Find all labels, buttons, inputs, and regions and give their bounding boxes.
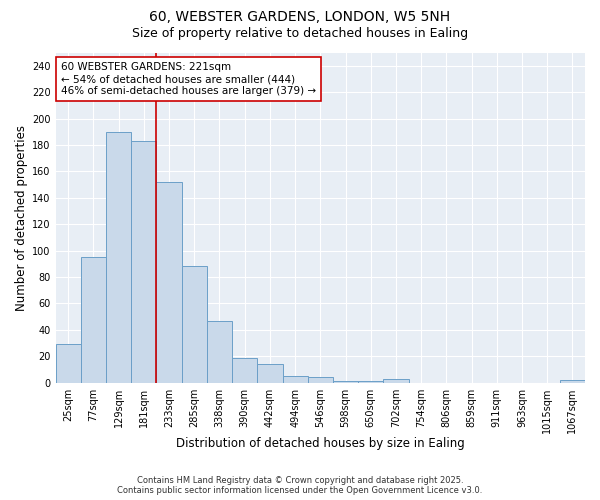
Bar bbox=[182, 266, 207, 382]
Y-axis label: Number of detached properties: Number of detached properties bbox=[15, 124, 28, 310]
Bar bbox=[207, 320, 232, 382]
Text: Size of property relative to detached houses in Ealing: Size of property relative to detached ho… bbox=[132, 28, 468, 40]
Bar bbox=[560, 380, 585, 382]
Bar bbox=[283, 376, 308, 382]
Bar bbox=[157, 182, 182, 382]
Bar bbox=[81, 257, 106, 382]
Bar bbox=[308, 378, 333, 382]
Bar bbox=[232, 358, 257, 382]
Text: 60, WEBSTER GARDENS, LONDON, W5 5NH: 60, WEBSTER GARDENS, LONDON, W5 5NH bbox=[149, 10, 451, 24]
Bar bbox=[131, 141, 157, 382]
Bar bbox=[106, 132, 131, 382]
Text: 60 WEBSTER GARDENS: 221sqm
← 54% of detached houses are smaller (444)
46% of sem: 60 WEBSTER GARDENS: 221sqm ← 54% of deta… bbox=[61, 62, 316, 96]
Bar bbox=[383, 378, 409, 382]
Bar bbox=[257, 364, 283, 382]
X-axis label: Distribution of detached houses by size in Ealing: Distribution of detached houses by size … bbox=[176, 437, 465, 450]
Bar bbox=[56, 344, 81, 383]
Text: Contains HM Land Registry data © Crown copyright and database right 2025.
Contai: Contains HM Land Registry data © Crown c… bbox=[118, 476, 482, 495]
